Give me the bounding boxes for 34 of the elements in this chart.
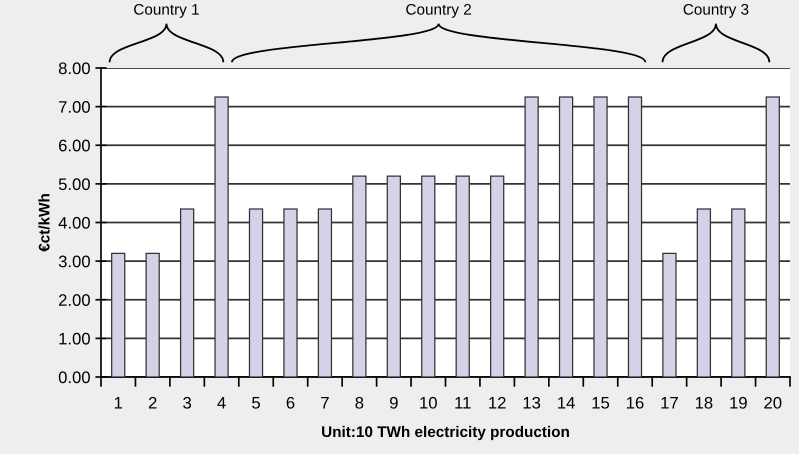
x-tick-label: 19 <box>730 396 747 409</box>
x-tick-label: 6 <box>286 396 294 409</box>
x-tick-label: 3 <box>183 396 192 409</box>
y-axis-title: €ct/kWh <box>38 194 50 252</box>
y-tick-label: 0.00 <box>58 371 90 384</box>
x-tick-label: 12 <box>489 396 506 409</box>
x-tick-label: 13 <box>524 396 540 409</box>
x-tick-label: 4 <box>217 397 226 409</box>
y-tick-label: 5.00 <box>58 178 90 190</box>
text: Country 3 <box>684 4 748 18</box>
x-tick-label: 16 <box>626 396 644 409</box>
x-tick-label: 7 <box>321 397 329 409</box>
y-tick-label: 7.00 <box>59 101 90 113</box>
x-tick-label: 20 <box>764 396 782 409</box>
x-tick-label: 17 <box>661 397 678 409</box>
x-tick-label: 11 <box>455 397 471 409</box>
x-axis-title: Unit:10 TWh electricity production <box>322 426 569 440</box>
x-tick-label: 18 <box>696 396 712 409</box>
x-tick-label: 5 <box>252 397 260 409</box>
x-tick-label: 14 <box>558 397 575 409</box>
x-tick-label: 8 <box>355 396 364 409</box>
x-tick-label: 9 <box>390 396 398 409</box>
y-tick-label: 6.00 <box>58 140 90 152</box>
y-tick-label: 3.00 <box>58 256 90 268</box>
y-tick-label: 4.00 <box>58 216 90 229</box>
x-tick-label: 15 <box>592 397 610 409</box>
text: Country 1 <box>134 4 199 18</box>
x-tick-label: 1 <box>114 397 122 409</box>
x-tick-label: 2 <box>148 396 156 409</box>
y-tick-label: 8.00 <box>58 62 90 74</box>
y-tick-label: 1.00 <box>59 332 90 345</box>
x-tick-label: 10 <box>420 396 437 409</box>
text: Country 2 <box>406 4 471 18</box>
y-tick-label: 2.00 <box>58 294 90 306</box>
